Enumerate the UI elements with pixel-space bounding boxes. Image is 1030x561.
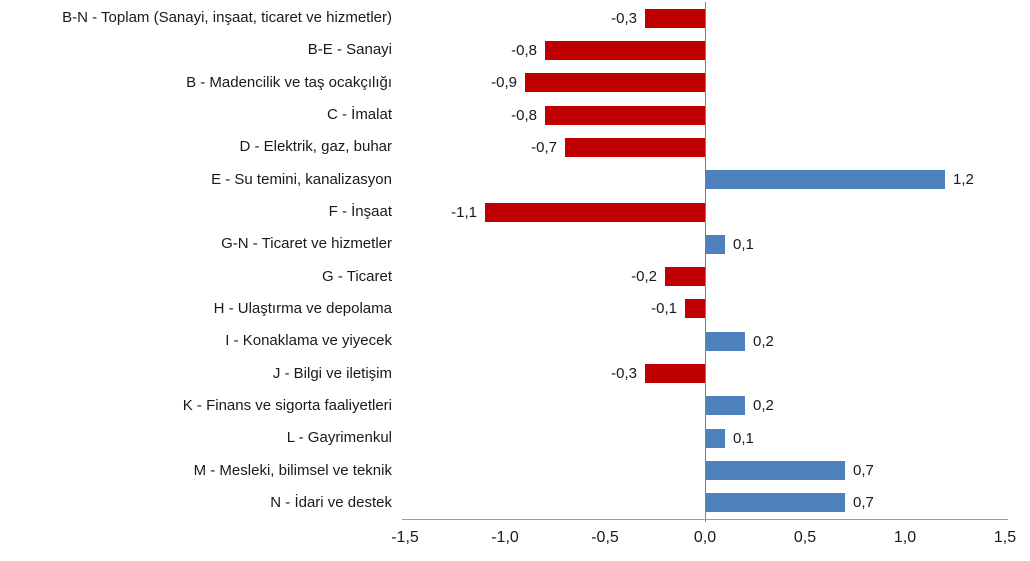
x-tick-label: -1,0 — [491, 529, 519, 546]
value-label: -0,8 — [511, 106, 537, 124]
x-tick-label: 0,0 — [693, 529, 717, 546]
value-label: -0,8 — [511, 41, 537, 59]
value-label: -0,7 — [531, 138, 557, 156]
category-label: B-N - Toplam (Sanayi, inşaat, ticaret ve… — [62, 9, 392, 27]
category-label: G-N - Ticaret ve hizmetler — [221, 235, 392, 253]
category-label: N - İdari ve destek — [270, 493, 392, 511]
category-label: G - Ticaret — [321, 267, 392, 285]
value-label: -0,3 — [611, 365, 637, 383]
bar — [545, 40, 705, 60]
bar — [705, 396, 745, 416]
category-label: B - Madencilik ve taş ocakçılığı — [186, 73, 392, 91]
value-label: -0,9 — [491, 74, 517, 92]
bar — [705, 331, 745, 351]
value-label: -0,2 — [631, 268, 657, 286]
value-label: 0,1 — [733, 235, 754, 253]
x-tick-label: 0,5 — [793, 529, 817, 546]
x-tick-label: 1,0 — [893, 529, 917, 546]
bar — [545, 105, 705, 125]
value-label: 1,2 — [953, 171, 974, 189]
category-label: J - Bilgi ve iletişim — [272, 364, 392, 382]
category-label: D - Elektrik, gaz, buhar — [239, 138, 392, 156]
value-label: 0,7 — [853, 462, 874, 480]
category-label: C - İmalat — [326, 106, 392, 124]
bar — [645, 364, 705, 384]
bar — [705, 428, 725, 448]
category-label: F - İnşaat — [328, 203, 392, 221]
value-label: 0,2 — [753, 397, 774, 415]
x-tick-label: -1,5 — [391, 529, 419, 546]
x-axis-line — [402, 519, 1008, 520]
category-label: L - Gayrimenkul — [286, 429, 392, 447]
category-label: B-E - Sanayi — [307, 41, 392, 59]
bar — [485, 202, 705, 222]
bar — [525, 73, 705, 93]
category-label: E - Su temini, kanalizasyon — [211, 170, 392, 188]
bar — [565, 137, 705, 157]
value-label: -1,1 — [451, 203, 477, 221]
bar — [705, 170, 945, 190]
x-tick-label: 1,5 — [993, 529, 1017, 546]
category-label: H - Ulaştırma ve depolama — [213, 299, 392, 317]
bar — [685, 299, 705, 319]
bar — [705, 234, 725, 254]
value-label: 0,1 — [733, 429, 754, 447]
category-label: K - Finans ve sigorta faaliyetleri — [182, 396, 392, 414]
zero-axis-line — [705, 2, 706, 522]
bar — [705, 493, 845, 513]
value-label: 0,7 — [853, 494, 874, 512]
bar — [705, 461, 845, 481]
value-label: -0,3 — [611, 9, 637, 27]
category-label: M - Mesleki, bilimsel ve teknik — [193, 461, 392, 479]
category-label: I - Konaklama ve yiyecek — [225, 332, 392, 350]
value-label: 0,2 — [753, 332, 774, 350]
bar — [645, 8, 705, 28]
bar — [665, 267, 705, 287]
value-label: -0,1 — [651, 300, 677, 318]
x-tick-label: -0,5 — [591, 529, 619, 546]
